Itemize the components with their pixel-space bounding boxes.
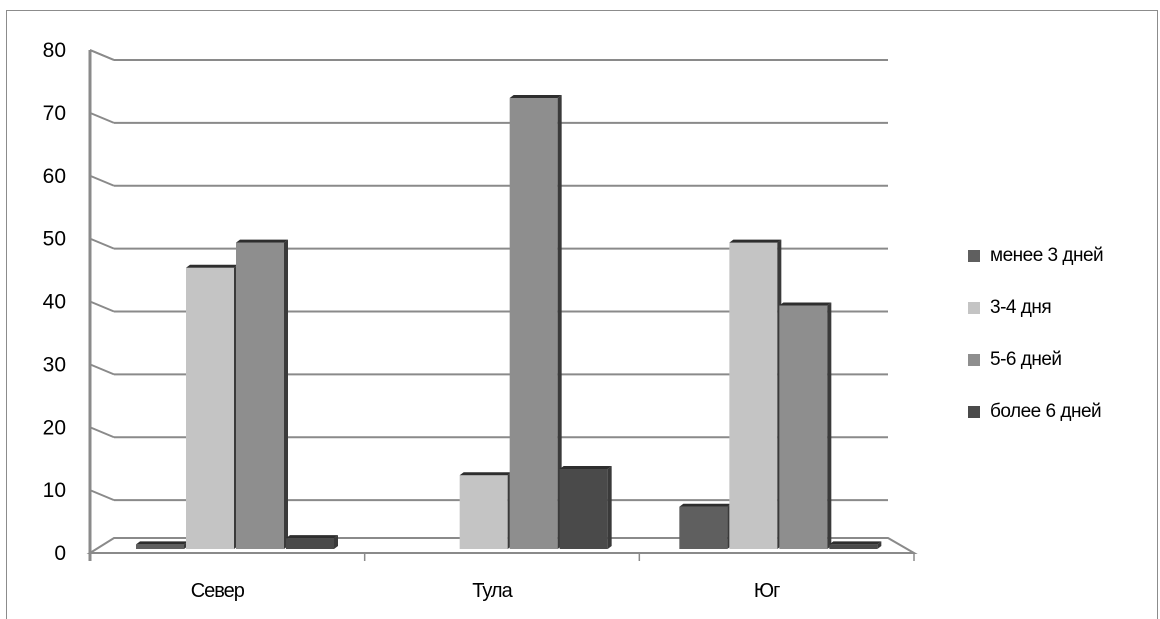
- bar-side: [607, 465, 612, 549]
- gridline-side: [89, 174, 115, 187]
- bar-side: [334, 535, 338, 549]
- legend-swatch: [968, 406, 980, 418]
- bar: [559, 468, 608, 549]
- gridline-side: [89, 426, 115, 439]
- bar: [186, 267, 234, 549]
- x-axis-labels: Север Тула Юг: [191, 580, 781, 602]
- bar: [679, 506, 728, 549]
- y-tick-label: 30: [43, 353, 66, 376]
- legend-label: 3-4 дня: [990, 297, 1052, 318]
- bar-side: [827, 302, 832, 549]
- chart-frame: [6, 10, 1158, 619]
- y-tick-label: 0: [54, 542, 66, 565]
- gridline-side: [89, 300, 115, 313]
- legend-item: 5-6 дней: [968, 334, 1158, 386]
- y-tick-label: 70: [43, 102, 66, 125]
- legend-item: более 6 дней: [968, 386, 1158, 438]
- bar: [829, 544, 878, 549]
- y-tick-label: 50: [43, 228, 66, 251]
- y-tick-label: 10: [43, 479, 66, 502]
- bar: [729, 242, 778, 549]
- bar-top: [509, 95, 562, 99]
- legend-item: менее 3 дней: [968, 230, 1158, 282]
- legend-swatch: [968, 302, 980, 314]
- bar-top: [236, 239, 288, 243]
- y-tick-label: 40: [43, 291, 66, 314]
- bar-side: [557, 95, 562, 549]
- bar-top: [679, 503, 732, 507]
- bar-top: [459, 472, 512, 476]
- y-axis-top: [89, 49, 115, 61]
- bar: [779, 305, 828, 549]
- bar: [286, 538, 334, 549]
- x-category-label: Юг: [754, 580, 780, 602]
- x-category-label: Север: [191, 580, 245, 602]
- gridline-side: [89, 237, 115, 250]
- bar: [509, 98, 558, 549]
- gridline-side: [89, 489, 115, 502]
- bar-side: [284, 239, 288, 549]
- bar-side: [877, 541, 882, 549]
- legend-swatch: [968, 354, 980, 366]
- y-tick-label: 20: [43, 416, 66, 439]
- bar-top: [729, 239, 782, 243]
- bar-top: [136, 541, 188, 545]
- gridline-side: [89, 363, 115, 376]
- legend-label: менее 3 дней: [990, 245, 1104, 266]
- y-axis-ticks: 0 10 20 30 40 50 60 70 80: [43, 39, 66, 565]
- legend-label: 5-6 дней: [990, 349, 1062, 370]
- bar-top: [829, 541, 882, 545]
- bar-top: [779, 302, 832, 306]
- bars: [136, 95, 882, 549]
- bar: [459, 475, 508, 549]
- bar: [236, 242, 284, 549]
- bar-top: [559, 465, 612, 469]
- axes: [86, 49, 918, 561]
- x-category-label: Тула: [472, 580, 513, 602]
- y-tick-label: 60: [43, 165, 66, 188]
- bar-top: [186, 264, 238, 268]
- bar-top: [286, 535, 338, 539]
- bar: [136, 544, 184, 549]
- legend-item: 3-4 дня: [968, 282, 1158, 334]
- legend-swatch: [968, 250, 980, 262]
- legend: менее 3 дней 3-4 дня 5-6 дней более 6 дней: [968, 230, 1158, 438]
- legend-label: более 6 дней: [990, 401, 1102, 422]
- y-tick-label: 80: [43, 39, 66, 62]
- gridline-side: [89, 111, 115, 124]
